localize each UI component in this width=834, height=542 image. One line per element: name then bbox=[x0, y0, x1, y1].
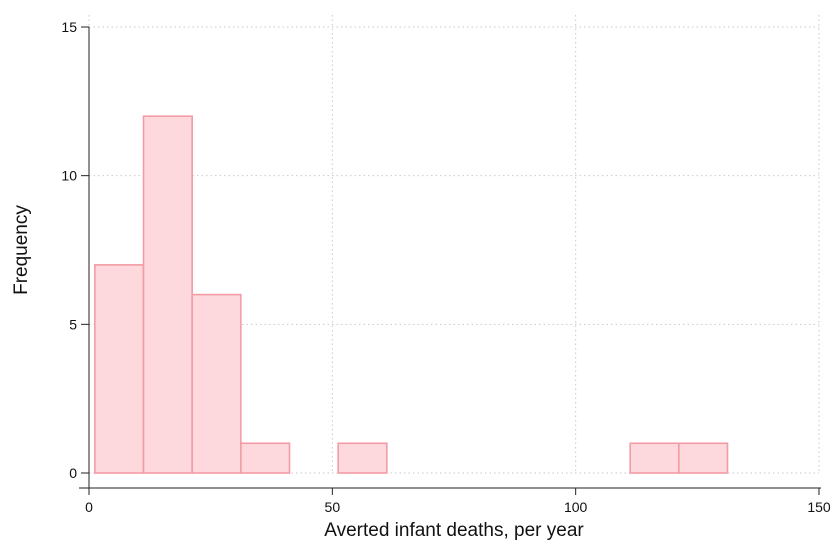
axes bbox=[79, 26, 821, 495]
histogram-bar-2 bbox=[191, 293, 242, 474]
y-tick-label: 10 bbox=[61, 168, 77, 184]
x-tick-label: 0 bbox=[85, 499, 93, 515]
x-tick-label: 150 bbox=[807, 499, 831, 515]
histogram-bar-3 bbox=[240, 442, 291, 474]
x-tick-label: 100 bbox=[564, 499, 588, 515]
histogram-bar-11 bbox=[629, 442, 680, 474]
y-tick-label: 15 bbox=[61, 19, 77, 35]
histogram-bar-12 bbox=[678, 442, 729, 474]
y-tick-label: 5 bbox=[69, 316, 77, 332]
y-tick-label: 0 bbox=[69, 465, 77, 481]
x-tick-label: 50 bbox=[325, 499, 341, 515]
histogram-bar-1 bbox=[142, 115, 193, 474]
histogram-bars bbox=[94, 115, 729, 474]
x-axis-title: Averted infant deaths, per year bbox=[324, 520, 584, 541]
histogram-bar-5 bbox=[337, 442, 388, 474]
y-axis-title: Frequency bbox=[11, 205, 32, 295]
histogram-bar-0 bbox=[94, 264, 145, 474]
